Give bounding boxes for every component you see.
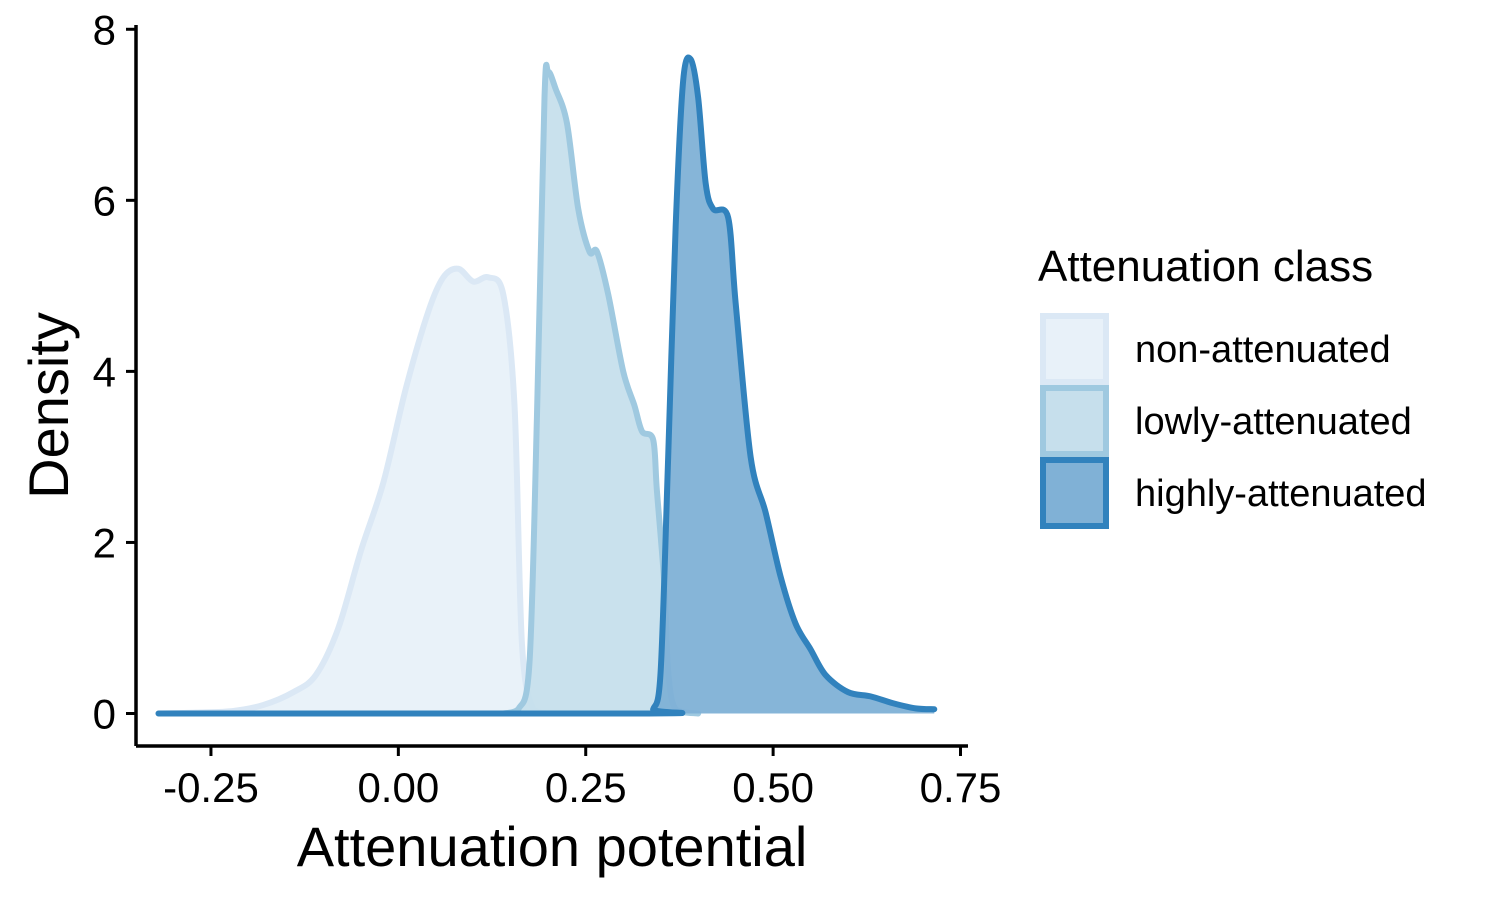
density-line-highly-attenuated <box>155 54 938 717</box>
y-tick-label: 8 <box>93 6 116 53</box>
y-tick-label: 6 <box>93 177 116 224</box>
y-tick-label: 2 <box>93 519 116 566</box>
y-tick-label: 4 <box>93 348 116 395</box>
x-ticks: -0.25 0.00 0.25 0.50 0.75 <box>163 746 1001 811</box>
y-tick-label: 0 <box>93 690 116 737</box>
density-area-non-attenuated <box>158 268 549 714</box>
density-area-lowly-attenuated <box>503 64 699 714</box>
legend-items: non-attenuated lowly-attenuated highly-att… <box>1040 313 1427 529</box>
legend-swatch-lowly-attenuated <box>1040 385 1109 457</box>
x-tick-label: -0.25 <box>163 764 259 811</box>
legend: Attenuation class non-attenuated lowly-at… <box>1038 242 1427 529</box>
legend-swatch-non-attenuated <box>1040 313 1109 385</box>
legend-title: Attenuation class <box>1038 242 1373 291</box>
x-tick-label: 0.00 <box>357 764 439 811</box>
x-tick-label: 0.75 <box>920 764 1002 811</box>
density-area-highly-attenuated <box>158 57 935 714</box>
x-tick-label: 0.50 <box>732 764 814 811</box>
x-tick-label: 0.25 <box>545 764 627 811</box>
y-axis-title: Density <box>17 312 80 499</box>
legend-label-highly-attenuated: highly-attenuated <box>1135 473 1427 515</box>
x-axis-title: Attenuation potential <box>297 815 808 878</box>
legend-label-lowly-attenuated: lowly-attenuated <box>1135 401 1412 443</box>
legend-swatch-highly-attenuated <box>1040 457 1109 529</box>
density-line-non-attenuated <box>155 265 552 717</box>
plot-area <box>155 54 938 717</box>
legend-label-non-attenuated: non-attenuated <box>1135 329 1391 371</box>
density-line-lowly-attenuated <box>500 61 702 717</box>
y-ticks: 0 2 4 6 8 <box>93 6 136 737</box>
axes: -0.25 0.00 0.25 0.50 0.75 0 2 4 6 8 <box>93 6 1002 811</box>
